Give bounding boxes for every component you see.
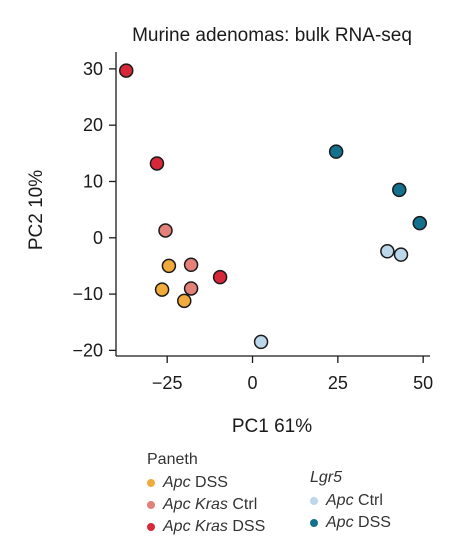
data-point-apc-kras-dss <box>118 63 134 78</box>
legend-group-title: Lgr5 <box>310 469 343 486</box>
legend-swatch <box>310 497 318 505</box>
y-axis-label: PC2 10% <box>26 170 47 250</box>
data-points <box>118 63 428 350</box>
x-tick-label: 50 <box>413 373 433 393</box>
data-point-apc-dss-lgr5 <box>392 182 407 198</box>
legend-label: Apc Kras Ctrl <box>163 496 258 513</box>
legend-group-lgr5: Lgr5 Apc Ctrl Apc DSS <box>310 469 391 534</box>
legend-label: Apc Kras DSS <box>163 518 266 535</box>
legend-entry-apc-ctrl-lgr5: Apc Ctrl <box>310 490 391 512</box>
data-point-apc-kras-ctrl <box>183 257 199 273</box>
y-tick-label: 30 <box>83 59 103 79</box>
chart-title: Murine adenomas: bulk RNA-seq <box>132 25 412 46</box>
y-tick-label: 0 <box>93 228 103 248</box>
legend-swatch <box>147 523 155 531</box>
data-point-apc-dss-paneth <box>154 282 170 297</box>
data-point-apc-kras-dss <box>212 269 228 285</box>
data-point-apc-ctrl-lgr5 <box>253 334 269 350</box>
legend-entry-apc-dss-lgr5: Apc DSS <box>310 512 391 534</box>
legend-label: Apc DSS <box>326 514 391 531</box>
y-tick-label: −10 <box>72 284 103 304</box>
data-point-apc-ctrl-lgr5 <box>393 247 409 262</box>
legend-entry-apc-kras-ctrl: Apc Kras Ctrl <box>147 494 265 516</box>
data-point-apc-ctrl-lgr5 <box>380 244 395 259</box>
data-point-apc-dss-lgr5 <box>412 215 428 231</box>
legend-entry-apc-dss-paneth: Apc DSS <box>147 472 265 494</box>
axes: 30 20 10 0 −10 −20 −25 0 25 50 <box>72 52 433 393</box>
legend-group-paneth: Paneth Apc DSS Apc Kras Ctrl Apc Kras DSS <box>147 451 265 538</box>
x-axis-label: PC1 61% <box>232 416 312 437</box>
y-tick-label: 20 <box>83 115 103 135</box>
data-point-apc-dss-paneth <box>177 293 192 309</box>
data-point-apc-kras-dss <box>149 156 165 171</box>
legend-swatch <box>147 501 155 509</box>
legend-swatch <box>310 519 318 527</box>
legend-swatch <box>147 479 155 487</box>
data-point-apc-kras-ctrl <box>183 281 199 296</box>
legend-group-title: Paneth <box>147 451 198 468</box>
x-tick-label: −25 <box>152 373 183 393</box>
y-tick-label: 10 <box>83 171 103 191</box>
legend-label: Apc DSS <box>163 474 228 491</box>
legend-label: Apc Ctrl <box>326 492 383 509</box>
data-point-apc-dss-lgr5 <box>328 144 344 159</box>
x-tick-label: 25 <box>328 373 348 393</box>
legend-entry-apc-kras-dss: Apc Kras DSS <box>147 516 265 538</box>
x-tick-label: 0 <box>248 373 258 393</box>
data-point-apc-dss-paneth <box>161 258 177 274</box>
data-point-apc-kras-ctrl <box>158 223 173 238</box>
y-tick-label: −20 <box>72 340 103 360</box>
